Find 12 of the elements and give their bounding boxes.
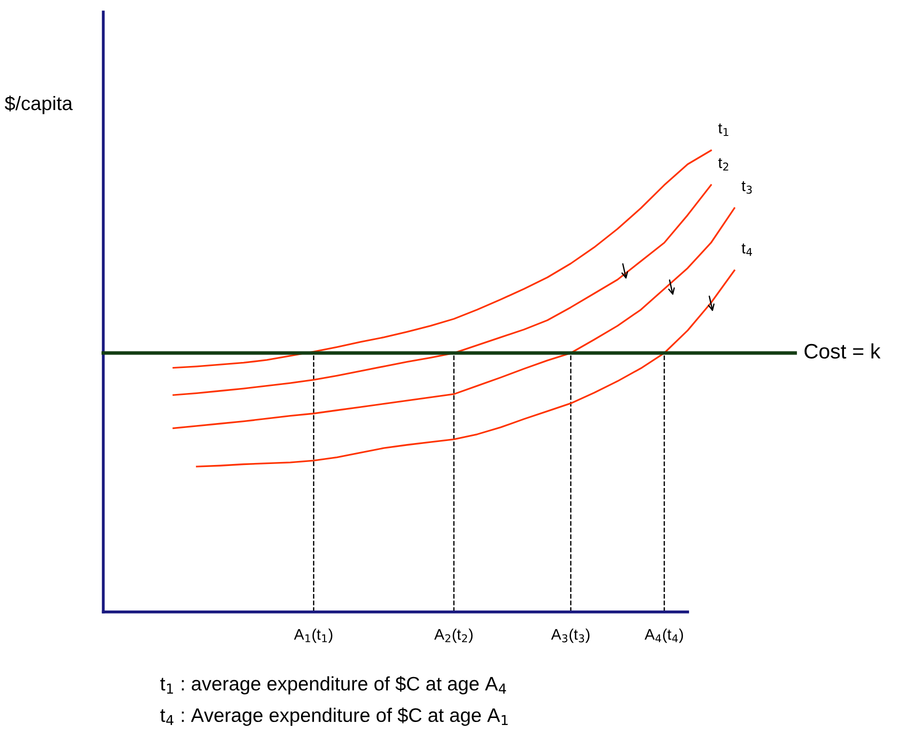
x-tick-label: A$_{2}$(t$_{2}$) <box>434 628 473 643</box>
text: t$_{4}$ : Average expenditure of $C at age A$_{1}$ <box>160 707 508 726</box>
x-tick-label: A$_{3}$(t$_{3}$) <box>551 628 590 643</box>
series-label: t$_{2}$ <box>718 158 728 170</box>
series-label: t$_{4}$ <box>742 243 752 256</box>
series-label: t$_{3}$ <box>742 181 752 194</box>
y-axis-title: $/capita <box>4 96 73 114</box>
x-tick-label: A$_{1}$(t$_{1}$) <box>294 628 332 643</box>
x-tick-label: A$_{4}$(t$_{4}$) <box>644 628 683 643</box>
series-label: t$_{1}$ <box>718 123 728 136</box>
text: t$_{1}$ : average expenditure of $C at age A$_{4}$ <box>160 676 506 694</box>
ref-line-label: Cost = k <box>804 343 881 359</box>
